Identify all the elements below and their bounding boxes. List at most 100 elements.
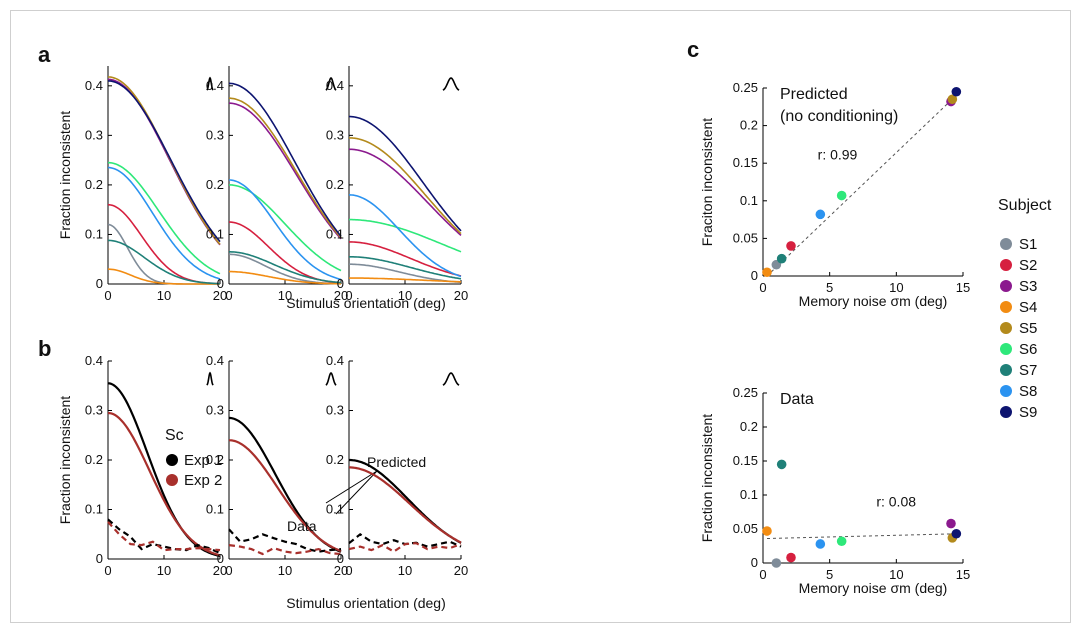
point-s4 [762, 267, 772, 278]
y-tick-label: 0.1 [85, 226, 103, 241]
series-line-s1 [107, 223, 220, 285]
tuning-icon [325, 371, 337, 386]
y-axis-label: Fraction inconsistent [57, 111, 73, 240]
y-tick-label: 0.1 [206, 502, 224, 517]
y-tick-label: 0.4 [206, 78, 224, 93]
subplot-b2: 0 0.1 0.2 0.3 0.4 0 10 20 Predicted Data [206, 353, 426, 578]
series-line-s4 [107, 268, 220, 285]
scatter-title-line: Data [780, 391, 814, 408]
series-line-exp1-predicted [107, 382, 221, 558]
series-line-s7 [229, 251, 342, 284]
subject-marker-s5 [1000, 322, 1012, 334]
x-tick-label: 15 [956, 567, 970, 582]
tuning-icon [206, 76, 214, 91]
x-tick-label: 0 [759, 567, 766, 582]
x-tick-label: 20 [454, 563, 468, 578]
series-line-s3 [348, 148, 462, 237]
subject-marker-s1 [1000, 238, 1012, 250]
annotation-predicted: Predicted [367, 454, 426, 470]
scatter-title-line: Predicted [780, 86, 848, 103]
x-tick-label: 0 [225, 563, 232, 578]
tuning-icon [442, 372, 460, 386]
y-tick-label: 0.1 [206, 226, 224, 241]
x-tick-label: 0 [759, 280, 766, 295]
subject-label-s3: S3 [1019, 278, 1037, 295]
y-tick-label: 0 [337, 276, 344, 291]
plots: 0 0.1 0.2 0.3 0.4 0 10 20 Fraction inconsistent 0… [57, 66, 970, 596]
series-line-s4 [349, 277, 462, 283]
y-tick-label: 0.4 [326, 353, 344, 368]
x-tick-label: 5 [826, 280, 833, 295]
point-s4 [762, 526, 772, 536]
tuning-icon [206, 371, 214, 386]
y-tick-label: 0.3 [326, 127, 344, 142]
point-s2 [786, 552, 796, 563]
series-line-s5 [348, 137, 462, 235]
series-line-s8 [229, 179, 342, 281]
panel-label-a: a [38, 42, 51, 67]
figure-frame [10, 10, 1071, 623]
subject-label-s2: S2 [1019, 257, 1037, 274]
x-tick-label: 10 [398, 288, 412, 303]
subject-label-s1: S1 [1019, 236, 1037, 253]
x-axis-label-row-a: Stimulus orientation (deg) [286, 295, 446, 311]
subject-marker-s2 [1000, 259, 1012, 271]
subplot-b1: 0 0.1 0.2 0.3 0.4 0 10 20 Fraction inconsistent S… [57, 353, 227, 578]
series-line-s2 [349, 241, 462, 277]
point-s7 [776, 459, 787, 470]
subject-marker-s4 [1000, 301, 1012, 313]
subplot-a3: 0 0.1 0.2 0.3 0.4 0 10 20 [326, 66, 468, 303]
series-line-exp1-predicted [228, 416, 342, 553]
y-tick-label: 0.1 [326, 226, 344, 241]
x-tick-label: 10 [157, 563, 171, 578]
subplot-a1: 0 0.1 0.2 0.3 0.4 0 10 20 Fraction inconsistent [57, 66, 227, 303]
x-tick-label: 20 [213, 563, 227, 578]
subject-marker-s3 [1000, 280, 1012, 292]
y-tick-label: 0.3 [85, 127, 103, 142]
fit-line [766, 533, 958, 540]
x-tick-label: 0 [104, 563, 111, 578]
legend-marker-exp2 [166, 474, 178, 486]
y-tick-label: 0 [217, 276, 224, 291]
x-tick-label: 10 [278, 563, 292, 578]
series-line-s8 [348, 194, 462, 278]
fit-line [766, 93, 959, 277]
y-tick-label: 0.05 [733, 230, 758, 245]
series-line-s7 [349, 256, 462, 280]
series-line-s3 [229, 102, 342, 240]
y-tick-label: 0.4 [206, 353, 224, 368]
y-tick-label: 0 [751, 555, 758, 570]
series-line-exp1-data [107, 518, 221, 555]
x-axis-label-row-b: Stimulus orientation (deg) [286, 595, 446, 611]
tuning-icon [325, 76, 337, 91]
y-tick-label: 0.1 [740, 487, 758, 502]
series-line-s6 [107, 161, 221, 275]
x-tick-label: 0 [345, 563, 352, 578]
y-tick-label: 0.15 [733, 155, 758, 170]
y-tick-label: 0.15 [733, 453, 758, 468]
y-axis-label: Fraction inconsistent [57, 396, 73, 525]
x-tick-label: 10 [398, 563, 412, 578]
x-tick-label: 20 [334, 563, 348, 578]
y-tick-label: 0.3 [206, 127, 224, 142]
subplot-a2: 0 0.1 0.2 0.3 0.4 0 10 20 [206, 66, 348, 303]
subplot-c2: 0 0.05 0.1 0.15 0.2 0.25 0 5 10 15 Fraction incons… [699, 385, 970, 596]
point-s5 [947, 94, 958, 105]
subject-label-s5: S5 [1019, 320, 1037, 337]
series-line-exp2-predicted [228, 439, 342, 553]
series-line-s9 [228, 82, 342, 237]
x-tick-label: 0 [104, 288, 111, 303]
subject-label-s7: S7 [1019, 362, 1037, 379]
experiment-legend-title: Sc [165, 427, 184, 444]
series-line-exp1-data [228, 528, 342, 553]
subplot-b3: 0 0.1 0.2 0.3 0.4 0 10 20 [326, 353, 468, 578]
y-tick-label: 0 [96, 276, 103, 291]
y-tick-label: 0 [337, 551, 344, 566]
x-tick-label: 20 [334, 288, 348, 303]
y-tick-label: 0.2 [206, 452, 224, 467]
x-tick-label: 10 [278, 288, 292, 303]
series-line-exp2-predicted [349, 466, 462, 544]
point-s8 [815, 209, 826, 220]
annotation-arrow [335, 470, 378, 515]
